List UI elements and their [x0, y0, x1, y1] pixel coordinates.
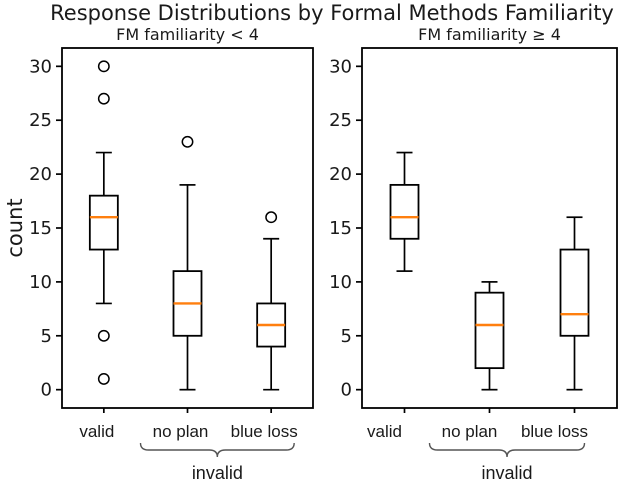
- y-tick-label: 20: [29, 164, 52, 185]
- y-tick-label: 15: [329, 218, 352, 239]
- plot-area: FM familiarity < 4 0 5 10 15 20 25 30 valid no pl…: [29, 25, 618, 483]
- box-valid: valid: [79, 60, 119, 441]
- invalid-group-label: invalid: [481, 463, 532, 483]
- iqr-box: [88, 194, 119, 251]
- y-tick-label: 25: [329, 110, 352, 131]
- y-tick-label: 25: [29, 110, 52, 131]
- figure-title: Response Distributions by Formal Methods…: [50, 1, 614, 25]
- invalid-group-label: invalid: [192, 463, 243, 483]
- category-label: no plan: [442, 422, 498, 441]
- y-tick-label: 5: [41, 326, 52, 347]
- invalid-group-brace: [428, 442, 586, 458]
- iqr-box: [474, 291, 505, 370]
- category-label: blue loss: [231, 422, 298, 441]
- y-tick-label: 15: [29, 218, 52, 239]
- category-label: valid: [79, 422, 114, 441]
- box-no-plan: no plan: [153, 135, 209, 441]
- y-tick-label: 30: [29, 56, 52, 77]
- outlier-marker: [97, 372, 110, 385]
- box-blue-loss: blue loss: [231, 211, 298, 441]
- y-tick-label: 0: [41, 380, 52, 401]
- outlier-marker: [97, 329, 110, 342]
- category-label: blue loss: [521, 422, 588, 441]
- box-valid: valid: [367, 151, 420, 441]
- outlier-marker: [265, 211, 278, 224]
- outlier-marker: [181, 135, 194, 148]
- subplot-title: FM familiarity < 4: [116, 25, 259, 44]
- y-tick-label: 20: [329, 164, 352, 185]
- box-no-plan: no plan: [442, 281, 505, 441]
- category-label: no plan: [153, 422, 209, 441]
- invalid-group-brace: [139, 442, 295, 458]
- subplot-1: FM familiarity ≥ 4 0 5 10 15 20 25 30 valid no pl…: [329, 25, 618, 483]
- outlier-marker: [97, 60, 110, 73]
- subplot-title: FM familiarity ≥ 4: [418, 25, 561, 44]
- outlier-marker: [97, 92, 110, 105]
- iqr-box: [559, 248, 590, 337]
- subplot-0: FM familiarity < 4 0 5 10 15 20 25 30 valid no pl…: [29, 25, 314, 483]
- y-axis-label: count: [3, 198, 27, 257]
- category-label: valid: [367, 422, 402, 441]
- y-tick-label: 10: [29, 272, 52, 293]
- y-tick-label: 10: [329, 272, 352, 293]
- y-tick-label: 0: [341, 380, 352, 401]
- box-blue-loss: blue loss: [521, 216, 590, 441]
- y-tick-label: 30: [329, 56, 352, 77]
- iqr-box: [389, 183, 420, 240]
- y-tick-label: 5: [341, 326, 352, 347]
